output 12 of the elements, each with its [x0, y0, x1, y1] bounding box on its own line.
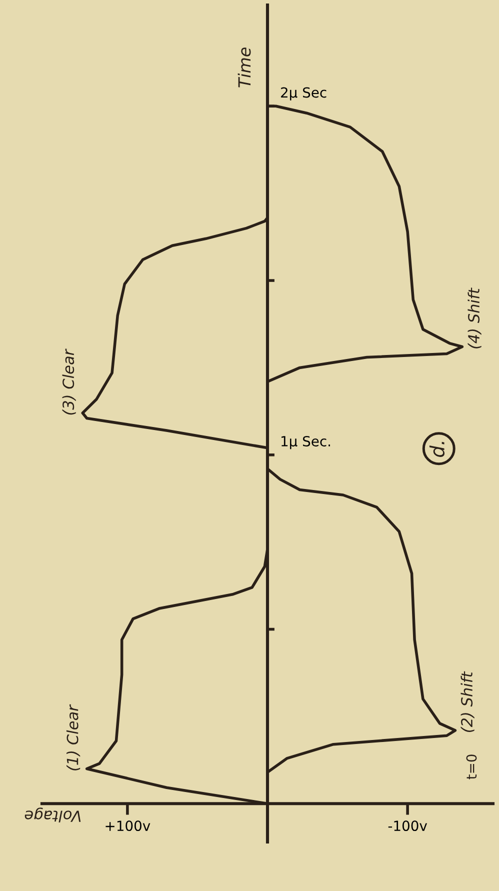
y-axis-title: Time [238, 48, 251, 88]
x-tick-label: +100v [106, 820, 150, 832]
annotation: (1) Clear [66, 704, 80, 770]
y-tick-label: 1μ Sec. [282, 436, 330, 450]
x-tick-label: -100v [388, 820, 428, 832]
annotation: (3) Clear [62, 348, 76, 415]
x-axis-title: Voltage [24, 808, 81, 822]
annotation: (4) Shift [468, 288, 482, 348]
y-tick-label: 2μ Sec [281, 87, 326, 100]
annotation: d. [429, 442, 445, 457]
annotation: (2) Shift [460, 671, 474, 732]
annotation: t=0 [466, 754, 477, 780]
